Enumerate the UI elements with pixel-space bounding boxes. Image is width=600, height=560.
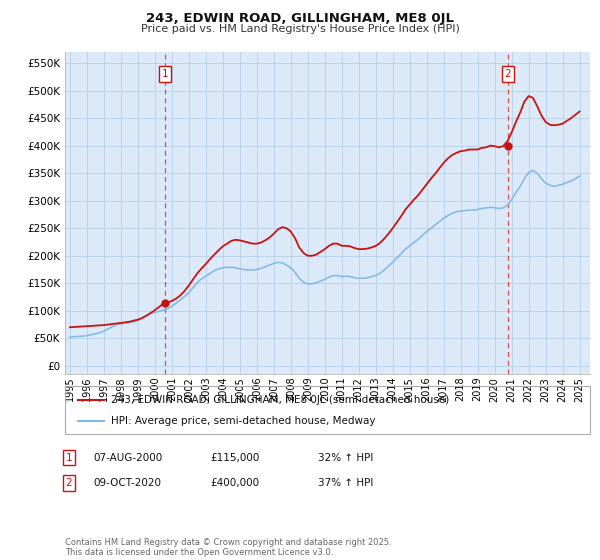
Text: £115,000: £115,000	[210, 452, 259, 463]
Text: 07-AUG-2000: 07-AUG-2000	[93, 452, 162, 463]
Text: 37% ↑ HPI: 37% ↑ HPI	[318, 478, 373, 488]
Text: 32% ↑ HPI: 32% ↑ HPI	[318, 452, 373, 463]
Text: Price paid vs. HM Land Registry's House Price Index (HPI): Price paid vs. HM Land Registry's House …	[140, 24, 460, 34]
Text: 09-OCT-2020: 09-OCT-2020	[93, 478, 161, 488]
Text: HPI: Average price, semi-detached house, Medway: HPI: Average price, semi-detached house,…	[111, 416, 376, 426]
Text: 1: 1	[65, 452, 73, 463]
Text: Contains HM Land Registry data © Crown copyright and database right 2025.
This d: Contains HM Land Registry data © Crown c…	[65, 538, 391, 557]
Text: 1: 1	[162, 69, 169, 79]
Text: £400,000: £400,000	[210, 478, 259, 488]
Text: 243, EDWIN ROAD, GILLINGHAM, ME8 0JL (semi-detached house): 243, EDWIN ROAD, GILLINGHAM, ME8 0JL (se…	[111, 395, 449, 405]
Text: 2: 2	[65, 478, 73, 488]
Text: 2: 2	[505, 69, 511, 79]
Text: 243, EDWIN ROAD, GILLINGHAM, ME8 0JL: 243, EDWIN ROAD, GILLINGHAM, ME8 0JL	[146, 12, 454, 25]
